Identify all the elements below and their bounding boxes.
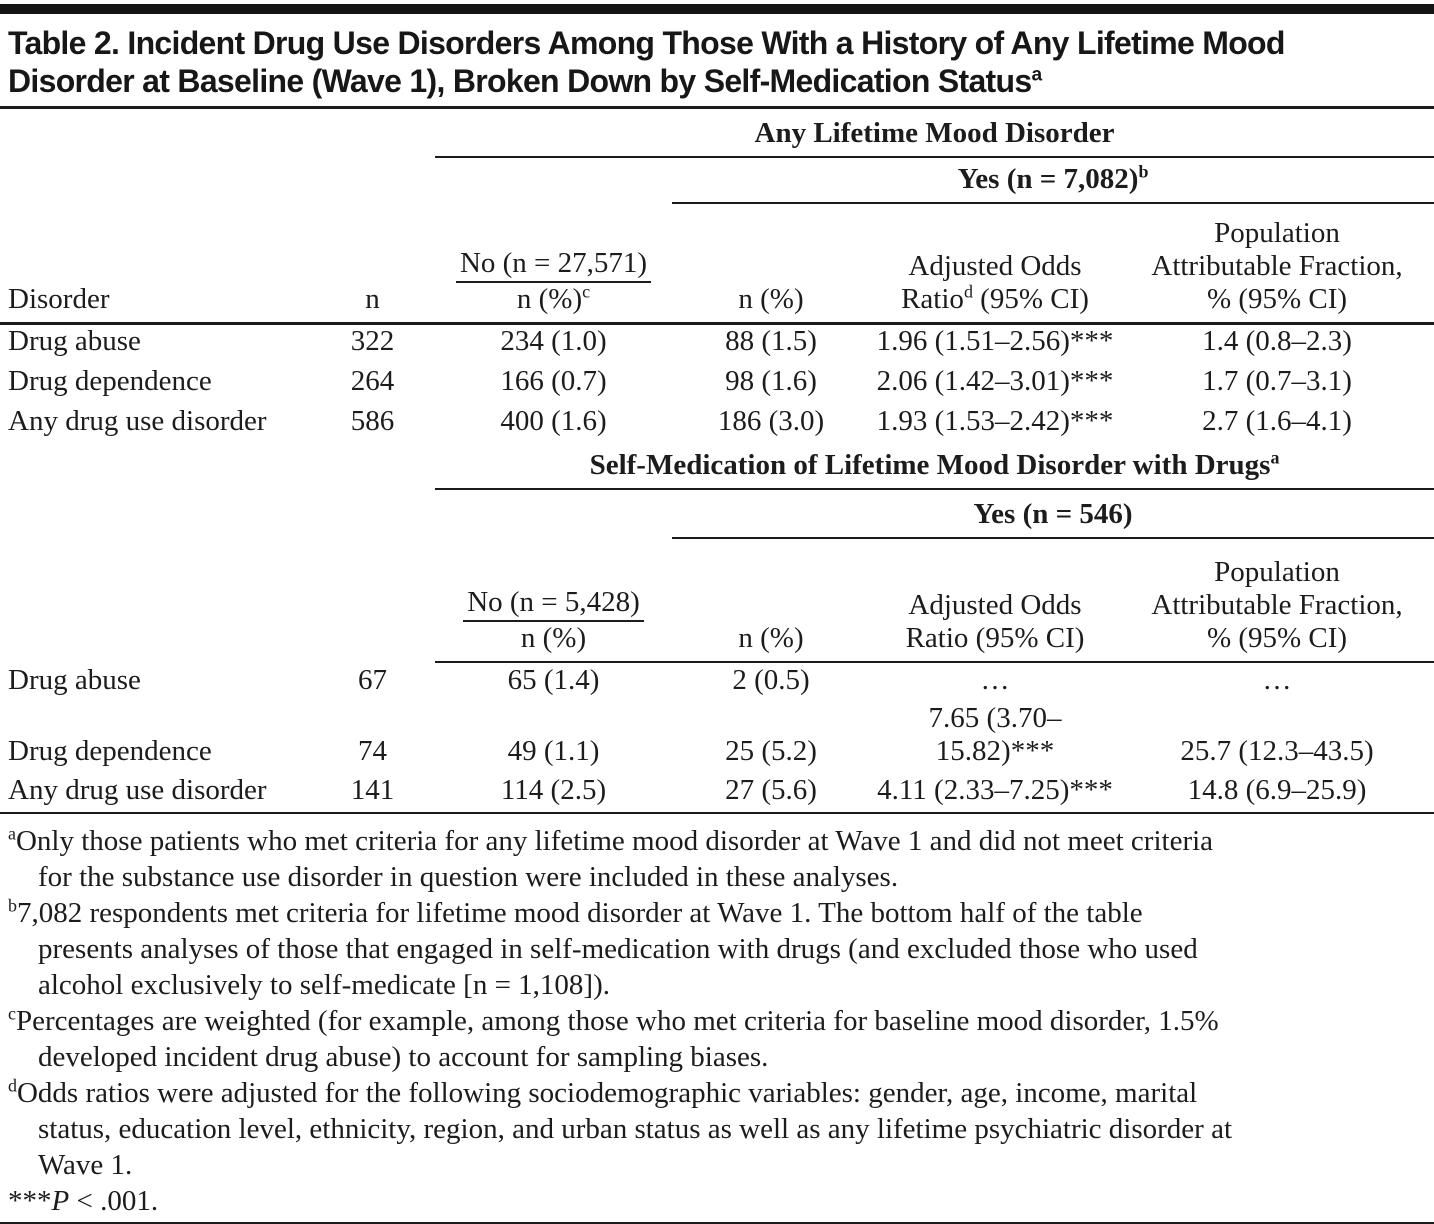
footnote-marker: b bbox=[8, 895, 17, 916]
cell-yes-npct: 27 (5.6) bbox=[672, 773, 870, 814]
cell-paf: 1.4 (0.8–2.3) bbox=[1202, 325, 1352, 357]
footnote-marker: a bbox=[8, 823, 16, 844]
cell-aor: 1.93 (1.53–2.42)*** bbox=[876, 405, 1114, 437]
footnote-d: dOdds ratios were adjusted for the follo… bbox=[8, 1075, 1233, 1181]
cell-no-npct: 234 (1.0) bbox=[500, 325, 607, 357]
spacer-cell bbox=[0, 443, 435, 489]
table-title-line-1: Table 2. Incident Drug Use Disorders Amo… bbox=[8, 25, 1285, 61]
footnote-marker-a: a bbox=[1270, 447, 1280, 468]
cell-disorder: Drug abuse bbox=[8, 664, 141, 696]
cell-yes-npct: 98 (1.6) bbox=[725, 365, 817, 397]
cell-n: 264 bbox=[350, 365, 395, 397]
spacer-cell bbox=[0, 157, 672, 203]
footnote-marker-b: b bbox=[1138, 161, 1149, 182]
header-no-label: No (n = 5,428) bbox=[463, 586, 644, 622]
cell-n: 67 bbox=[358, 664, 387, 696]
cell-aor: … bbox=[980, 664, 1010, 696]
cell-disorder: Any drug use disorder bbox=[8, 405, 267, 437]
header-no-npct: n (%)c bbox=[516, 280, 591, 315]
spacer-cell bbox=[0, 489, 672, 538]
cell-n: 141 bbox=[310, 773, 435, 814]
table-row: Any drug use disorder 141 114 (2.5) 27 (… bbox=[0, 773, 1434, 814]
cell-yes-npct: 25 (5.2) bbox=[725, 735, 817, 767]
cell-paf: 1.7 (0.7–3.1) bbox=[1202, 365, 1352, 397]
footnote-a: aOnly those patients who met criteria fo… bbox=[8, 823, 1214, 893]
table-row: Drug abuse 67 65 (1.4) 2 (0.5) … … bbox=[0, 662, 1434, 702]
p-value-symbol: P bbox=[51, 1185, 70, 1217]
table-row: Drug dependence 264 166 (0.7) 98 (1.6) 2… bbox=[0, 363, 1434, 403]
footnote-marker-c: c bbox=[582, 280, 591, 301]
header-n: n bbox=[310, 203, 435, 325]
header-population-attributable-fraction: Population Attributable Fraction, % (95%… bbox=[1120, 203, 1434, 325]
cell-no-npct: 166 (0.7) bbox=[500, 365, 607, 397]
cell-n: 74 bbox=[358, 735, 387, 767]
cell-no-npct: 65 (1.4) bbox=[507, 664, 600, 696]
paper-table-page: Table 2. Incident Drug Use Disorders Amo… bbox=[0, 4, 1434, 1224]
header-no-npct: n (%) bbox=[520, 622, 587, 654]
cell-disorder: Drug dependence bbox=[8, 365, 212, 397]
footnote-c: cPercentages are weighted (for example, … bbox=[8, 1003, 1219, 1073]
header-adjusted-odds-ratio: Adjusted Odds Ratiod (95% CI) bbox=[870, 203, 1120, 325]
table-row: Any drug use disorder 586 400 (1.6) 186 … bbox=[0, 403, 1434, 443]
table-title-line-2: Disorder at Baseline (Wave 1), Broken Do… bbox=[8, 63, 1042, 99]
significance-note: ***P < .001. bbox=[8, 1185, 159, 1217]
cell-disorder: Any drug use disorder bbox=[0, 773, 310, 814]
cell-paf: 14.8 (6.9–25.9) bbox=[1120, 773, 1434, 814]
cell-aor: 7.65 (3.70–15.82)*** bbox=[928, 702, 1062, 767]
cell-paf: 2.7 (1.6–4.1) bbox=[1202, 405, 1352, 437]
cell-aor: 2.06 (1.42–3.01)*** bbox=[876, 365, 1114, 397]
section1-header-row: Disorder n No (n = 27,571) n (%)c n (%) … bbox=[0, 203, 1434, 325]
header-yes-npct: n (%) bbox=[672, 538, 870, 663]
cell-yes-npct: 186 (3.0) bbox=[717, 405, 825, 437]
section1-yes-spanner: Yes (n = 7,082)b bbox=[672, 157, 1434, 204]
table-footnotes: aOnly those patients who met criteria fo… bbox=[0, 814, 1434, 1219]
section2-spanner: Self-Medication of Lifetime Mood Disorde… bbox=[435, 443, 1434, 490]
results-table: Any Lifetime Mood Disorder Yes (n = 7,08… bbox=[0, 109, 1434, 814]
cell-yes-npct: 88 (1.5) bbox=[725, 325, 817, 357]
cell-no-npct: 400 (1.6) bbox=[500, 405, 607, 437]
cell-disorder: Drug dependence bbox=[8, 735, 212, 767]
cell-n: 586 bbox=[350, 405, 395, 437]
spacer-cell bbox=[310, 538, 435, 662]
cell-aor: 1.96 (1.51–2.56)*** bbox=[876, 325, 1114, 357]
header-yes-npct: n (%) bbox=[672, 203, 870, 325]
footnote-marker-d: d bbox=[963, 280, 973, 301]
section2-spanner-row: Self-Medication of Lifetime Mood Disorde… bbox=[0, 443, 1434, 490]
header-adjusted-odds-ratio: Adjusted Odds Ratio (95% CI) bbox=[870, 538, 1120, 663]
header-disorder: Disorder bbox=[0, 203, 310, 325]
header-no-group: No (n = 27,571) n (%)c bbox=[435, 203, 672, 325]
header-no-group: No (n = 5,428) n (%) bbox=[435, 538, 672, 663]
section1-yes-row: Yes (n = 7,082)b bbox=[0, 157, 1434, 204]
table-row: Drug abuse 322 234 (1.0) 88 (1.5) 1.96 (… bbox=[0, 323, 1434, 363]
table-title: Table 2. Incident Drug Use Disorders Amo… bbox=[0, 14, 1434, 109]
cell-paf: 25.7 (12.3–43.5) bbox=[1180, 735, 1374, 767]
footnote-marker: d bbox=[8, 1075, 17, 1096]
title-footnote-marker: a bbox=[1031, 64, 1042, 86]
cell-aor: 4.11 (2.33–7.25)*** bbox=[870, 773, 1120, 814]
footnote-b: b7,082 respondents met criteria for life… bbox=[8, 895, 1198, 1001]
cell-yes-npct: 2 (0.5) bbox=[732, 664, 810, 696]
spacer-cell bbox=[0, 109, 435, 157]
cell-no-npct: 114 (2.5) bbox=[435, 773, 672, 814]
section2-header-row: No (n = 5,428) n (%) n (%) Adjusted Odds… bbox=[0, 538, 1434, 663]
section2-yes-row: Yes (n = 546) bbox=[0, 489, 1434, 539]
table-row: Drug dependence 74 49 (1.1) 25 (5.2) 7.6… bbox=[0, 702, 1434, 773]
footnote-marker: c bbox=[8, 1003, 16, 1024]
top-divider-bar bbox=[0, 4, 1434, 14]
cell-disorder: Drug abuse bbox=[8, 325, 141, 357]
header-population-attributable-fraction: Population Attributable Fraction, % (95%… bbox=[1120, 538, 1434, 663]
spacer-cell bbox=[0, 538, 310, 662]
section1-spanner: Any Lifetime Mood Disorder bbox=[435, 109, 1434, 158]
cell-n: 322 bbox=[350, 325, 395, 357]
cell-no-npct: 49 (1.1) bbox=[507, 735, 600, 767]
cell-paf: … bbox=[1262, 664, 1292, 696]
section1-spanner-row: Any Lifetime Mood Disorder bbox=[0, 109, 1434, 158]
header-no-label: No (n = 27,571) bbox=[455, 247, 652, 283]
section2-yes-spanner: Yes (n = 546) bbox=[672, 489, 1434, 539]
